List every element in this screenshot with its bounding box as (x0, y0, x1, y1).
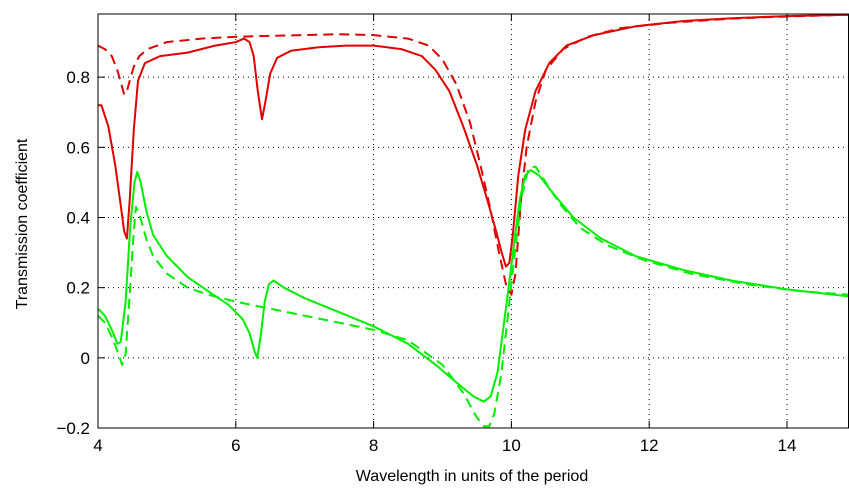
y-tick-label: −0.2 (56, 419, 90, 438)
series-line-4 (97, 165, 849, 428)
y-tick-label: 0.2 (66, 279, 90, 298)
y-axis-label: Transmission coefficient (14, 138, 31, 309)
grid-lines (98, 14, 849, 428)
tick-labels: 4 6 8 10 12 14 −0.2 0 0.2 0.4 0.6 0.8 (56, 68, 796, 455)
x-tick-label: 4 (93, 436, 102, 455)
y-tick-label: 0.8 (66, 68, 90, 87)
series-line-2 (97, 13, 849, 296)
plot-series (97, 13, 849, 428)
series-line-3 (97, 169, 849, 403)
x-tick-label: 12 (640, 436, 659, 455)
axis-ticks (97, 14, 788, 429)
x-tick-label: 6 (231, 436, 240, 455)
y-tick-label: 0.6 (66, 138, 90, 157)
x-tick-label: 14 (778, 436, 797, 455)
series-line-1 (98, 13, 849, 268)
x-tick-label: 10 (502, 436, 521, 455)
y-tick-label: 0 (81, 349, 90, 368)
y-tick-label: 0.4 (66, 208, 90, 227)
x-tick-label: 8 (369, 436, 378, 455)
plot-frame (97, 13, 849, 429)
x-axis-label: Wavelength in units of the period (356, 468, 588, 485)
